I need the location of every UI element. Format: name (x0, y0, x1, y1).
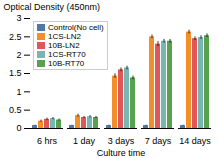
html-text:10B-RT70: 10B-RT70 (48, 59, 85, 68)
svg-text:2.5: 2.5 (9, 32, 22, 42)
svg-text:0.5: 0.5 (9, 105, 22, 115)
svg-text:1: 1 (16, 87, 21, 97)
svg-text:0: 0 (16, 123, 21, 133)
html-text:10B-LN2: 10B-LN2 (48, 41, 80, 50)
svg-text:Culture time: Culture time (97, 148, 146, 158)
svg-text:14 days: 14 days (179, 136, 211, 146)
html-text:1CS-RT70: 1CS-RT70 (48, 50, 86, 59)
html-text:Control(No cell): Control(No cell) (48, 23, 104, 32)
svg-text:7 days: 7 days (145, 136, 172, 146)
svg-text:2: 2 (16, 50, 21, 60)
svg-text:3: 3 (16, 13, 21, 23)
svg-text:1.5: 1.5 (9, 68, 22, 78)
svg-text:1 day: 1 day (73, 136, 96, 146)
html-text:1CS-LN2: 1CS-LN2 (48, 32, 81, 41)
svg-text:Optical Density (450nm): Optical Density (450nm) (4, 2, 101, 12)
svg-text:6 hrs: 6 hrs (37, 136, 58, 146)
svg-text:3 days: 3 days (108, 136, 135, 146)
